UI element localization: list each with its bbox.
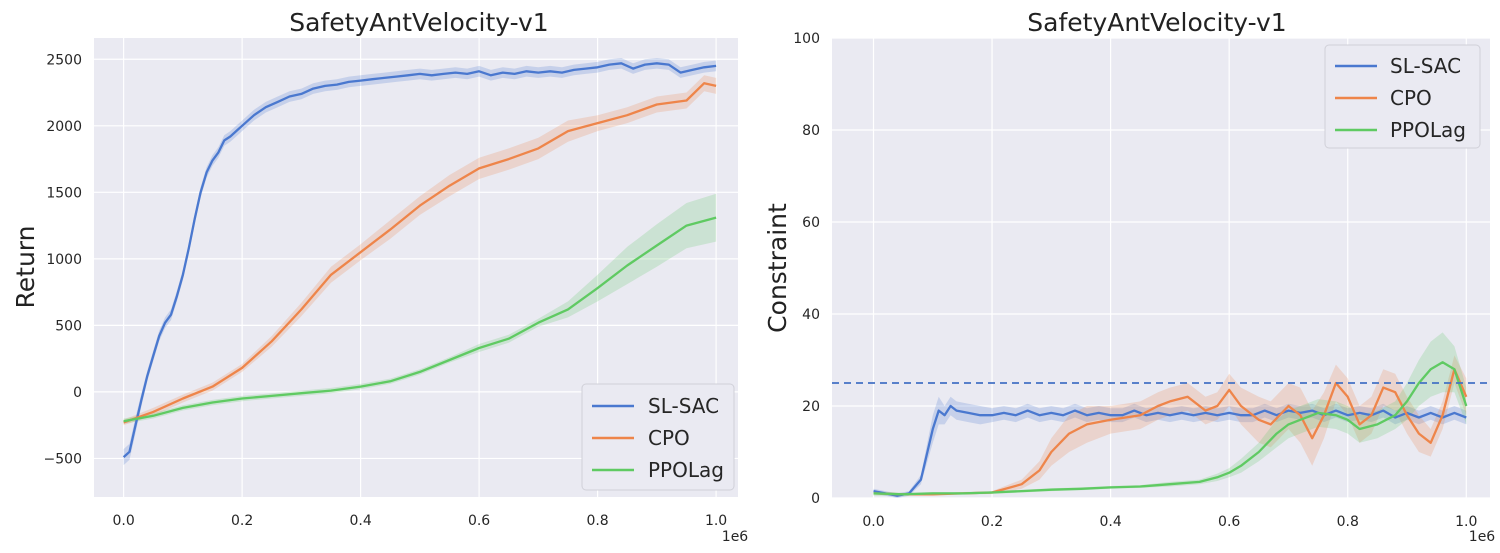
band-sl-sac	[873, 396, 1467, 498]
x-tick-label: 0.6	[1218, 514, 1240, 530]
confidence-bands	[123, 58, 717, 466]
x-offset-label: 1e6	[722, 529, 749, 545]
legend-label-ppolag: PPOLag	[1390, 118, 1466, 142]
y-tick-label: 500	[55, 318, 82, 334]
series-lines	[122, 62, 717, 458]
legend-label-ppolag: PPOLag	[648, 458, 724, 482]
x-tick-label: 0.2	[981, 514, 1003, 530]
y-tick-label: 0	[811, 491, 820, 507]
x-tick-label: 0.4	[349, 513, 371, 529]
legend-label-sl-sac: SL-SAC	[1390, 54, 1461, 78]
y-tick-label: 20	[802, 399, 820, 415]
return-chart: 0.0 0.2 0.4 0.6 0.8 1.0 −500 0 500 1000 1500 2000 2…	[11, 8, 748, 545]
x-tick-labels: 0.0 0.2 0.4 0.6 0.8 1.0	[112, 513, 727, 529]
legend-box	[1324, 44, 1481, 149]
x-tick-label: 0.2	[231, 513, 253, 529]
y-tick-label: 80	[802, 123, 820, 139]
line-sl-sac	[122, 62, 717, 458]
x-tick-label: 0.8	[586, 513, 608, 529]
line-sl-sac	[873, 404, 1467, 497]
line-cpo	[873, 368, 1468, 496]
x-tick-label: 1.0	[1455, 514, 1477, 530]
y-tick-label: 2500	[46, 52, 82, 68]
line-ppolag	[123, 216, 717, 423]
y-tick-label: 2000	[46, 119, 82, 135]
x-tick-label: 0.0	[862, 514, 884, 530]
y-tick-label: 100	[793, 31, 820, 47]
legend-label-cpo: CPO	[648, 426, 690, 450]
x-tick-label: 0.8	[1337, 514, 1359, 530]
y-tick-label: −500	[44, 451, 82, 467]
x-tick-label: 0.6	[468, 513, 490, 529]
x-tick-labels: 0.0 0.2 0.4 0.6 0.8 1.0	[862, 514, 1477, 530]
y-tick-label: 40	[802, 307, 820, 323]
y-tick-labels: −500 0 500 1000 1500 2000 2500	[44, 52, 82, 467]
legend-label-sl-sac: SL-SAC	[648, 394, 719, 418]
y-tick-labels: 0 20 40 60 80 100	[793, 31, 820, 507]
x-offset-label: 1e6	[1469, 529, 1496, 545]
line-cpo	[123, 82, 717, 424]
y-axis-label: Constraint	[763, 203, 792, 333]
legend: SL-SAC CPO PPOLag	[1324, 44, 1481, 149]
x-tick-label: 0.4	[1099, 514, 1121, 530]
chart-title: SafetyAntVelocity-v1	[289, 8, 548, 37]
y-tick-label: 1500	[46, 185, 82, 201]
constraint-chart: 0.0 0.2 0.4 0.6 0.8 1.0 0 20 40 60 80 100 SafetyAn…	[763, 8, 1495, 545]
legend-label-cpo: CPO	[1390, 86, 1432, 110]
legend-box	[581, 383, 735, 491]
line-ppolag	[873, 361, 1468, 496]
band-cpo	[123, 75, 717, 426]
y-tick-label: 0	[73, 385, 82, 401]
chart-title: SafetyAntVelocity-v1	[1027, 8, 1286, 37]
y-tick-label: 60	[802, 215, 820, 231]
legend: SL-SAC CPO PPOLag	[581, 383, 735, 491]
x-tick-label: 0.0	[112, 513, 134, 529]
x-tick-label: 1.0	[705, 513, 727, 529]
y-axis-label: Return	[11, 226, 40, 309]
y-tick-label: 1000	[46, 252, 82, 268]
series-lines	[873, 361, 1468, 497]
